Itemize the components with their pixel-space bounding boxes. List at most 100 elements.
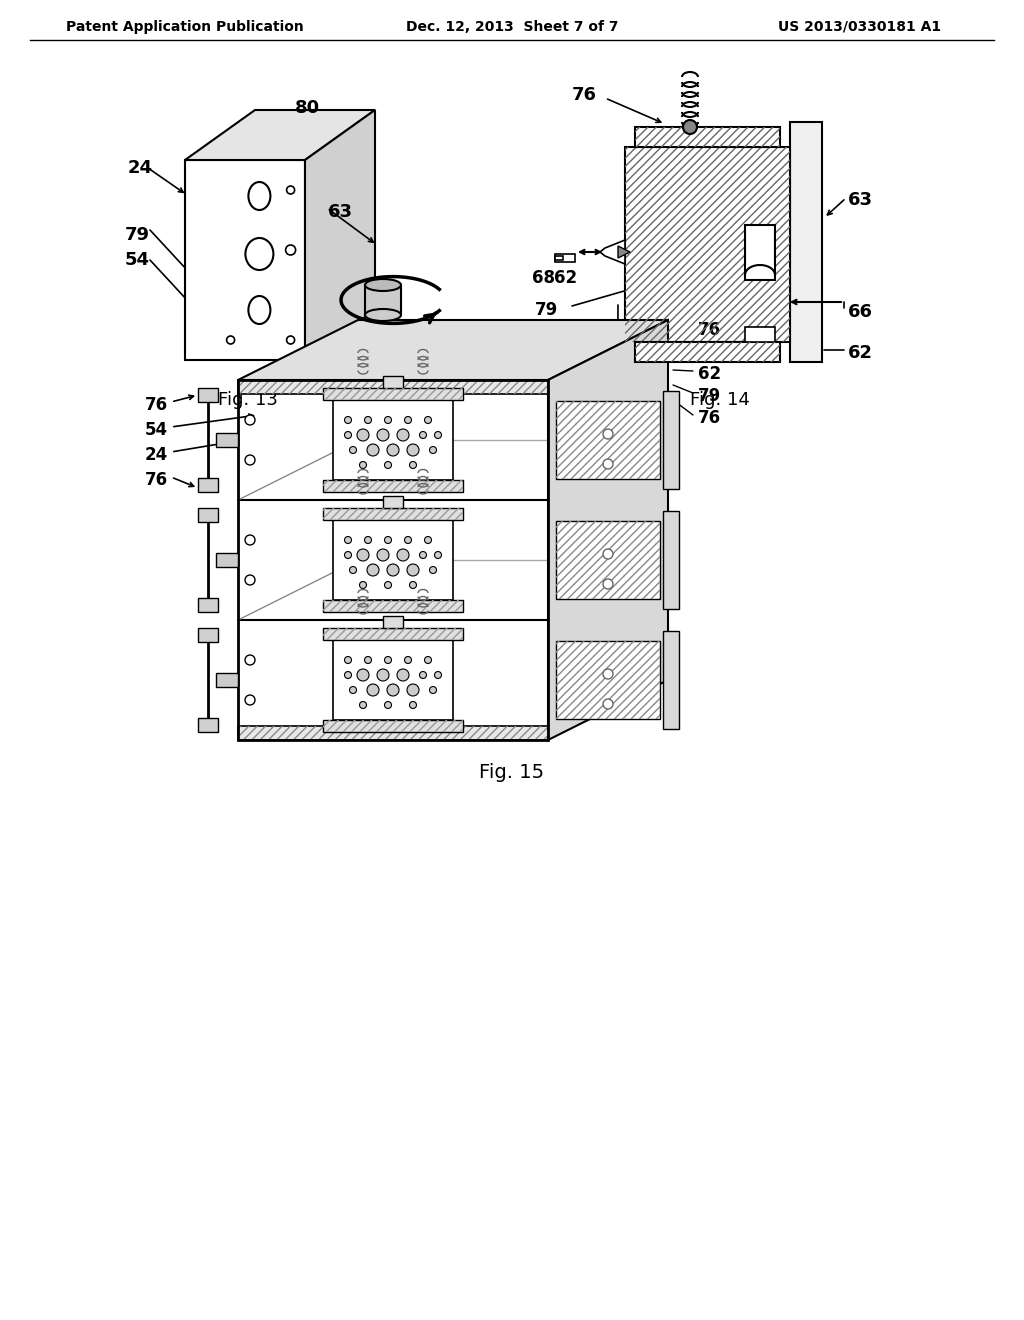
Circle shape	[377, 669, 389, 681]
Bar	[333, 400, 453, 480]
Circle shape	[410, 701, 417, 709]
Circle shape	[425, 536, 431, 544]
Circle shape	[245, 414, 255, 425]
Circle shape	[357, 549, 369, 561]
Circle shape	[365, 536, 372, 544]
Circle shape	[407, 684, 419, 696]
Circle shape	[245, 655, 255, 665]
Bar	[383, 616, 403, 628]
Text: Patent Application Publication: Patent Application Publication	[67, 20, 304, 34]
Bar	[238, 726, 548, 741]
Text: 62: 62	[698, 366, 721, 383]
Circle shape	[397, 669, 409, 681]
Text: 24: 24	[144, 446, 168, 465]
Circle shape	[384, 701, 391, 709]
Bar	[635, 127, 780, 147]
Circle shape	[377, 549, 389, 561]
Bar	[323, 508, 463, 520]
Circle shape	[387, 684, 399, 696]
Text: Fig. 15: Fig. 15	[479, 763, 545, 781]
Ellipse shape	[246, 238, 273, 271]
Circle shape	[420, 432, 427, 438]
Circle shape	[420, 552, 427, 558]
Circle shape	[367, 444, 379, 455]
Text: 54: 54	[125, 251, 150, 269]
Circle shape	[603, 669, 613, 678]
Circle shape	[384, 536, 391, 544]
Bar	[238, 380, 548, 393]
Bar	[238, 380, 548, 741]
Circle shape	[404, 536, 412, 544]
Text: 76: 76	[531, 346, 555, 364]
Bar	[216, 433, 238, 447]
Circle shape	[226, 337, 234, 345]
Circle shape	[365, 417, 372, 424]
Bar	[323, 601, 463, 612]
Circle shape	[603, 579, 613, 589]
Ellipse shape	[249, 296, 270, 323]
Text: 54: 54	[144, 421, 168, 440]
Bar	[555, 253, 575, 261]
Circle shape	[367, 684, 379, 696]
Circle shape	[429, 686, 436, 693]
Bar	[556, 521, 660, 599]
Polygon shape	[185, 110, 375, 160]
Bar	[198, 508, 218, 521]
Circle shape	[407, 564, 419, 576]
Bar	[790, 121, 822, 362]
Text: 70: 70	[620, 531, 643, 549]
Circle shape	[384, 582, 391, 589]
Circle shape	[349, 566, 356, 573]
Text: Fig. 13: Fig. 13	[218, 391, 278, 409]
Text: 79: 79	[125, 226, 150, 244]
Circle shape	[367, 564, 379, 576]
Bar	[323, 719, 463, 733]
Text: 79: 79	[535, 301, 558, 319]
Circle shape	[377, 429, 389, 441]
Circle shape	[434, 672, 441, 678]
Bar	[556, 642, 660, 719]
Circle shape	[344, 536, 351, 544]
Bar	[323, 601, 463, 612]
Text: 76: 76	[698, 409, 721, 426]
Text: 79: 79	[698, 387, 721, 405]
Circle shape	[420, 672, 427, 678]
Text: 76: 76	[144, 396, 168, 414]
Bar	[198, 628, 218, 642]
Circle shape	[387, 444, 399, 455]
Circle shape	[397, 549, 409, 561]
Bar	[635, 342, 780, 362]
Circle shape	[245, 455, 255, 465]
Bar	[238, 726, 548, 741]
Text: 24: 24	[698, 343, 721, 360]
Circle shape	[365, 656, 372, 664]
Circle shape	[349, 446, 356, 454]
Circle shape	[429, 566, 436, 573]
Text: 62: 62	[554, 269, 577, 286]
Ellipse shape	[365, 279, 401, 290]
Circle shape	[425, 417, 431, 424]
Text: Dec. 12, 2013  Sheet 7 of 7: Dec. 12, 2013 Sheet 7 of 7	[406, 20, 618, 34]
Circle shape	[384, 462, 391, 469]
Circle shape	[387, 564, 399, 576]
Circle shape	[404, 417, 412, 424]
Polygon shape	[548, 319, 668, 741]
Text: 68: 68	[532, 269, 555, 286]
Polygon shape	[305, 110, 375, 360]
Circle shape	[397, 429, 409, 441]
Polygon shape	[600, 240, 625, 264]
Circle shape	[683, 120, 697, 135]
Polygon shape	[618, 246, 630, 257]
Text: 76: 76	[144, 471, 168, 488]
Circle shape	[603, 549, 613, 558]
Ellipse shape	[249, 182, 270, 210]
Bar	[635, 127, 780, 147]
Bar	[635, 342, 780, 362]
Circle shape	[245, 535, 255, 545]
Text: 63: 63	[328, 203, 353, 220]
Bar	[323, 480, 463, 492]
Bar	[365, 285, 401, 315]
Bar	[323, 388, 463, 400]
Text: 63: 63	[848, 191, 873, 209]
Bar	[556, 521, 660, 599]
